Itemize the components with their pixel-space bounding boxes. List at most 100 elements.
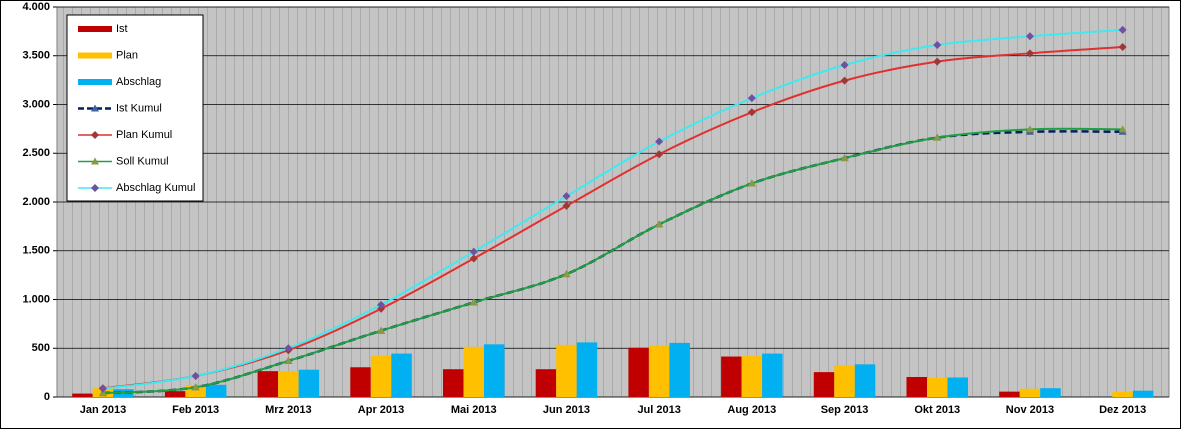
bar — [741, 356, 763, 397]
legend-swatch — [78, 79, 112, 85]
point-marker — [562, 201, 571, 210]
labels: 0 500 1.000 1.500 2.000 2.500 3.000 3.500 4.000 J… — [22, 1, 1146, 416]
point-marker — [1025, 32, 1034, 41]
x-tick-label: Jun 2013 — [543, 404, 590, 416]
x-tick-label: Jan 2013 — [80, 404, 126, 416]
y-tick-label: 2.500 — [22, 147, 50, 159]
legend-label: Ist Kumul — [116, 102, 162, 114]
x-tick-label: Apr 2013 — [358, 404, 404, 416]
legend-label: Plan Kumul — [116, 129, 172, 141]
bar — [834, 365, 855, 397]
bar — [927, 377, 948, 397]
x-tick-label: Dez 2013 — [1099, 404, 1146, 416]
point-marker — [469, 254, 478, 263]
point-marker — [191, 383, 200, 391]
x-tick-label: Feb 2013 — [172, 404, 219, 416]
bar — [185, 385, 206, 397]
point-marker — [469, 247, 478, 256]
point-marker — [840, 154, 849, 162]
point-marker — [933, 41, 942, 50]
x-tick-label: Aug 2013 — [727, 404, 776, 416]
bar — [1019, 388, 1041, 397]
point-marker — [1118, 42, 1127, 51]
bar — [556, 344, 577, 397]
y-tick-label: 1.000 — [22, 293, 50, 305]
point-marker — [655, 150, 664, 159]
bar — [576, 342, 598, 397]
bar — [463, 346, 484, 397]
y-tick-label: 1.500 — [22, 245, 50, 257]
bar — [1112, 391, 1133, 397]
point-marker — [933, 57, 942, 66]
point-marker — [655, 220, 664, 228]
bar — [72, 393, 93, 397]
y-tick-label: 500 — [32, 342, 50, 354]
legend-swatch — [78, 26, 112, 32]
legend-label: Soll Kumul — [116, 155, 169, 167]
x-tick-label: Mrz 2013 — [265, 404, 311, 416]
bar — [391, 353, 412, 397]
x-tick-label: Jul 2013 — [637, 404, 680, 416]
legend-marker — [91, 104, 99, 112]
series-line — [102, 127, 1123, 395]
y-tick-label: 3.000 — [22, 98, 50, 110]
legend: Ist Plan Abschlag Ist Kumul Plan Kumul Soll K… — [66, 14, 204, 202]
point-marker — [377, 300, 386, 309]
bar — [762, 353, 783, 397]
point-marker — [284, 344, 293, 353]
point-marker — [747, 179, 756, 187]
bar — [278, 371, 299, 397]
lines — [98, 25, 1127, 397]
legend-marker — [91, 131, 99, 139]
point-marker — [840, 61, 849, 70]
point-marker — [1025, 125, 1034, 133]
point-marker — [562, 270, 571, 278]
point-marker — [377, 326, 386, 334]
y-tick-label: 3.500 — [22, 50, 50, 62]
point-marker — [562, 192, 571, 201]
bar — [370, 355, 392, 397]
y-tick-label: 2.000 — [22, 196, 50, 208]
point-marker — [1025, 49, 1034, 58]
bar — [999, 391, 1020, 397]
x-tick-label: Sep 2013 — [821, 404, 869, 416]
bar — [1132, 390, 1154, 397]
x-tick-label: Nov 2013 — [1006, 404, 1054, 416]
legend-label: Abschlag Kumul — [116, 182, 196, 194]
y-tick-label: 0 — [44, 391, 50, 403]
point-marker — [98, 384, 107, 393]
bar — [947, 377, 968, 397]
bar — [669, 342, 690, 397]
y-tick-label: 4.000 — [22, 1, 50, 13]
legend-label: Plan — [116, 49, 138, 61]
point-marker — [933, 133, 942, 141]
bars — [72, 342, 1154, 397]
bar — [257, 371, 279, 397]
bar — [721, 356, 742, 397]
legend-label: Abschlag — [116, 76, 161, 88]
point-marker — [655, 137, 664, 146]
bar — [443, 369, 464, 397]
bar — [298, 369, 320, 397]
x-tick-label: Okt 2013 — [914, 404, 960, 416]
legend-swatch — [78, 52, 112, 59]
bar — [813, 372, 835, 397]
bar — [350, 367, 371, 397]
point-marker — [747, 94, 756, 103]
point-marker — [469, 298, 478, 306]
point-marker — [1118, 25, 1127, 34]
bar — [648, 345, 670, 397]
bar — [164, 391, 186, 397]
bar — [535, 369, 557, 397]
bar — [484, 344, 505, 397]
point-marker — [747, 108, 756, 117]
legend-marker — [91, 184, 99, 192]
legend-marker — [91, 157, 99, 165]
point-marker — [1118, 125, 1127, 133]
bar — [628, 347, 649, 397]
legend-label: Ist — [116, 23, 128, 35]
x-tick-label: Mai 2013 — [451, 404, 497, 416]
point-marker — [191, 372, 200, 381]
bar — [854, 364, 876, 397]
